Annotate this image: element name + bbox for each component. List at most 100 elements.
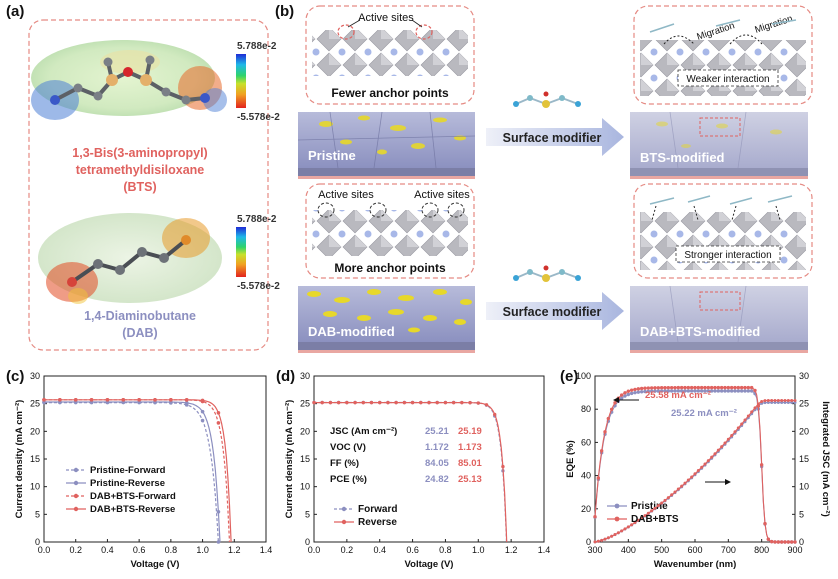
top-left-scene: Active sites Fewer anchor points Pristin… (297, 5, 476, 179)
chart-d-point (320, 400, 324, 405)
chart-d-point (312, 400, 316, 405)
chart-e-ytick-right-label: 0 (799, 537, 804, 547)
chart-c-ytick-label: 15 (30, 454, 40, 464)
chart-d-xtick-label: 0.8 (439, 545, 452, 555)
chart-c-ytick-label: 25 (30, 399, 40, 409)
bottom-arrow: Surface modifier (486, 265, 624, 330)
chart-d-ytick-label: 25 (300, 399, 310, 409)
chart-e-legend-label: DAB+BTS (631, 514, 679, 525)
bts-name-line2: tetramethyldisiloxane (76, 163, 205, 177)
chart-d-point (501, 464, 505, 469)
chart-c-xtick-label: 0.8 (165, 545, 178, 555)
chart-e-annotation: 25.58 mA cm⁻² (645, 390, 711, 401)
chart-d-ytick-label: 5 (305, 509, 310, 519)
chart-c-point (216, 421, 221, 425)
chart-c-point (200, 409, 205, 414)
chart-d-point (345, 400, 349, 405)
top-arrow-label: Surface modifier (503, 131, 602, 145)
tr-slab-label: BTS-modified (640, 150, 725, 165)
chart-c-ylabel: Current density (mA cm⁻²) (14, 400, 25, 519)
br-slab-label: DAB+BTS-modified (640, 324, 760, 339)
bts-name-line3: (BTS) (123, 180, 156, 194)
chart-d-table-value: 24.82 (425, 474, 449, 485)
top-right-scene: Migration Migration Weaker interaction B… (630, 5, 813, 179)
chart-e-ytick-right-label: 15 (799, 454, 809, 464)
tl-slab-label: Pristine (308, 148, 356, 163)
chart-d-table-value: 25.13 (458, 474, 482, 485)
bl-caption: More anchor points (334, 261, 446, 275)
chart-d-ytick-label: 10 (300, 482, 310, 492)
chart-d-table-label: FF (%) (330, 458, 359, 469)
chart-e-ytick-label: 0 (586, 537, 591, 547)
chart-c-xtick-label: 0.2 (69, 545, 82, 555)
chart-d-table-label: JSC (Am cm⁻²) (330, 426, 397, 437)
chart-c-legend-marker (73, 467, 79, 473)
tr-caption: Weaker interaction (686, 74, 769, 85)
chart-d-point (386, 400, 390, 405)
chart-d-legend-label: Reverse (358, 517, 397, 528)
chart-d-xtick-label: 1.0 (472, 545, 485, 555)
chart-d-point (328, 400, 333, 405)
chart-d-point (361, 400, 365, 405)
bl-active-sites-label-1: Active sites (318, 189, 374, 201)
chart-d-point (353, 400, 357, 405)
chart-d-table-value: 1.172 (425, 442, 449, 453)
chart-c-legend-label: DAB+BTS-Forward (90, 491, 176, 502)
chart-d-ylabel: Current density (mA cm⁻²) (284, 400, 295, 519)
chart-c-point (169, 397, 173, 402)
chart-c-legend-marker (73, 480, 79, 486)
chart-c-xtick-label: 1.2 (228, 545, 241, 555)
chart-d-point (410, 400, 415, 405)
dab-name-line1: 1,4-Diaminobutane (84, 309, 196, 323)
chart-c-xtick-label: 1.4 (260, 545, 273, 555)
chart-c-point (58, 397, 62, 402)
chart-e-xtick-label: 800 (754, 545, 769, 555)
chart-d-xtick-label: 0.6 (406, 545, 419, 555)
chart-d-xtick-label: 0.2 (341, 545, 354, 555)
panel-label-c: (c) (6, 368, 25, 385)
chart-d-legend-marker (341, 519, 347, 525)
chart-c-point (73, 397, 78, 402)
chart-c-point (216, 410, 221, 415)
panel-label-e: (e) (560, 368, 579, 385)
chart-d-table-label: PCE (%) (330, 474, 367, 485)
chart-e-xtick-label: 700 (721, 545, 736, 555)
chart-d-point (460, 400, 464, 405)
chart-e-ytick-right-label: 30 (799, 371, 809, 381)
chart-e-xlabel: Wavenumber (nm) (654, 559, 737, 570)
bottom-arrow-label: Surface modifier (503, 305, 602, 319)
chart-c-ytick-label: 5 (35, 509, 40, 519)
chart-d-ytick-label: 15 (300, 454, 310, 464)
chart-c-point (105, 397, 110, 402)
chart-c-ytick-label: 10 (30, 482, 40, 492)
bts-electrostatic-surface (31, 40, 227, 120)
chart-c-point (153, 397, 157, 402)
dab-electrostatic-surface (38, 213, 222, 304)
chart-d-table-value: 85.01 (458, 458, 482, 469)
dab-name-line2: (DAB) (122, 326, 157, 340)
chart-e-ytick-right-label: 10 (799, 482, 809, 492)
chart-d: 0.0 0.2 0.4 0.6 0.8 1.0 1.2 1.4 0 5 10 15 20 25 30 Volt… (284, 371, 551, 570)
chart-d-ytick-label: 0 (305, 537, 310, 547)
chart-c-legend-label: DAB+BTS-Reverse (90, 504, 175, 515)
chart-d-xtick-label: 1.2 (505, 545, 518, 555)
chart-d-table-label: VOC (V) (330, 442, 366, 453)
chart-d-point (336, 400, 341, 405)
chart-d-xtick-label: 1.4 (538, 545, 551, 555)
panel-label-b: (b) (275, 3, 295, 20)
chart-c-xlabel: Voltage (V) (131, 559, 180, 570)
panel-b-graphic: Active sites Fewer anchor points Pristin… (297, 5, 813, 353)
chart-c-xtick-label: 1.0 (196, 545, 209, 555)
colorbar-2-max: 5.788e-2 (237, 214, 277, 225)
chart-e-legend-marker (614, 503, 620, 509)
chart-d-table-value: 1.173 (458, 442, 482, 453)
chart-c-ytick-label: 0 (35, 537, 40, 547)
colorbar-2 (236, 227, 246, 277)
panel-a-graphic: 5.788e-2 -5.578e-2 1,3-Bis(3-aminopropyl… (28, 19, 280, 351)
chart-d-point (468, 400, 472, 405)
chart-c-xtick-label: 0.0 (38, 545, 51, 555)
top-arrow: Surface modifier (486, 91, 624, 156)
panel-label-d: (d) (276, 368, 296, 385)
colorbar-1 (236, 54, 246, 108)
chart-c-series-line (44, 401, 221, 543)
